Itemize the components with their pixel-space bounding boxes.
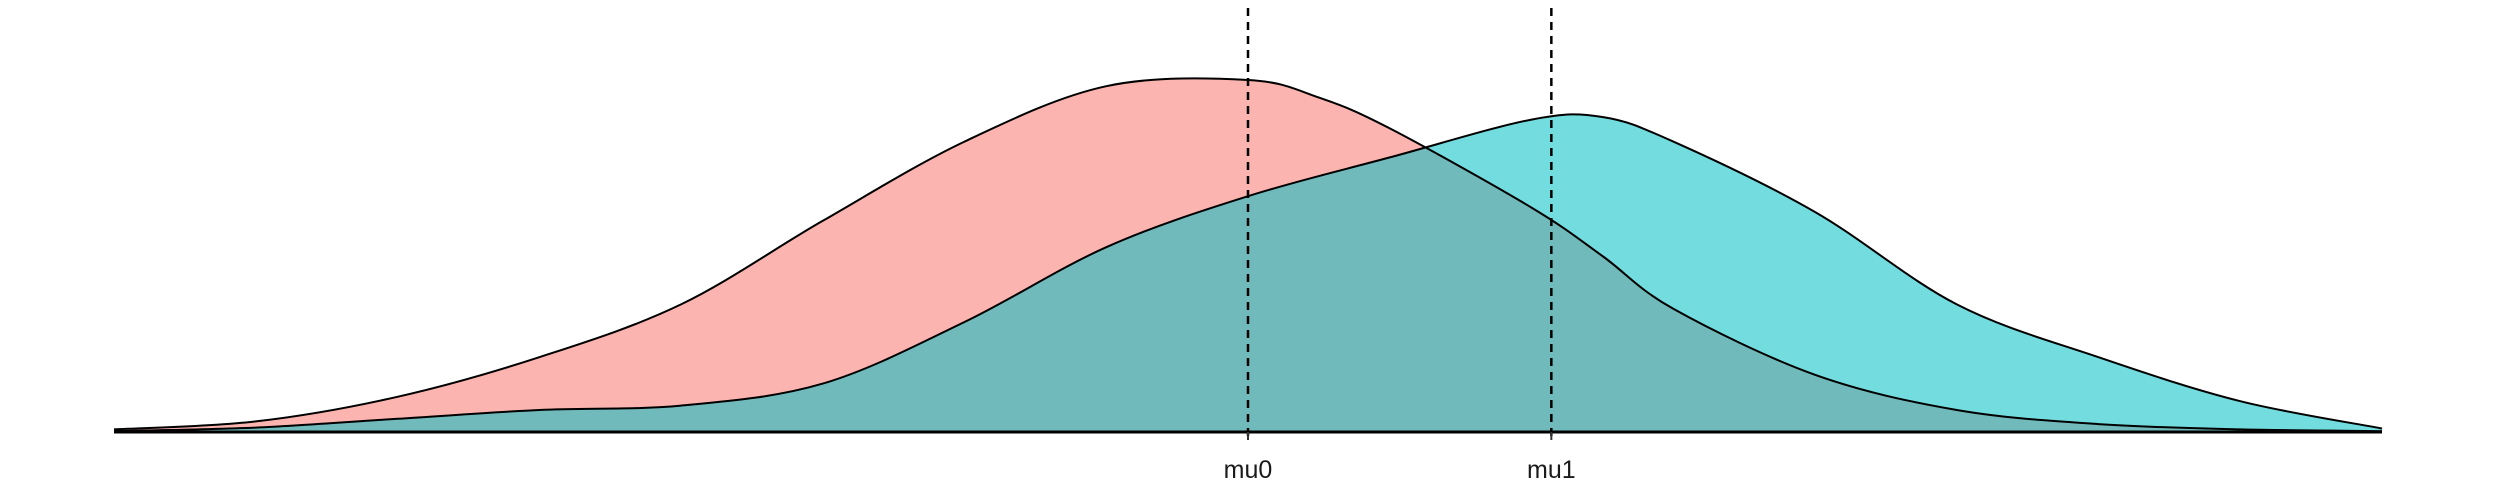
density-line-1 xyxy=(113,113,2383,433)
x-tick-label-mu0: mu0 xyxy=(1224,456,1273,480)
x-tick-label-mu1: mu1 xyxy=(1527,456,1576,480)
density-area-1 xyxy=(114,114,2382,433)
density-line-0 xyxy=(113,77,2383,433)
